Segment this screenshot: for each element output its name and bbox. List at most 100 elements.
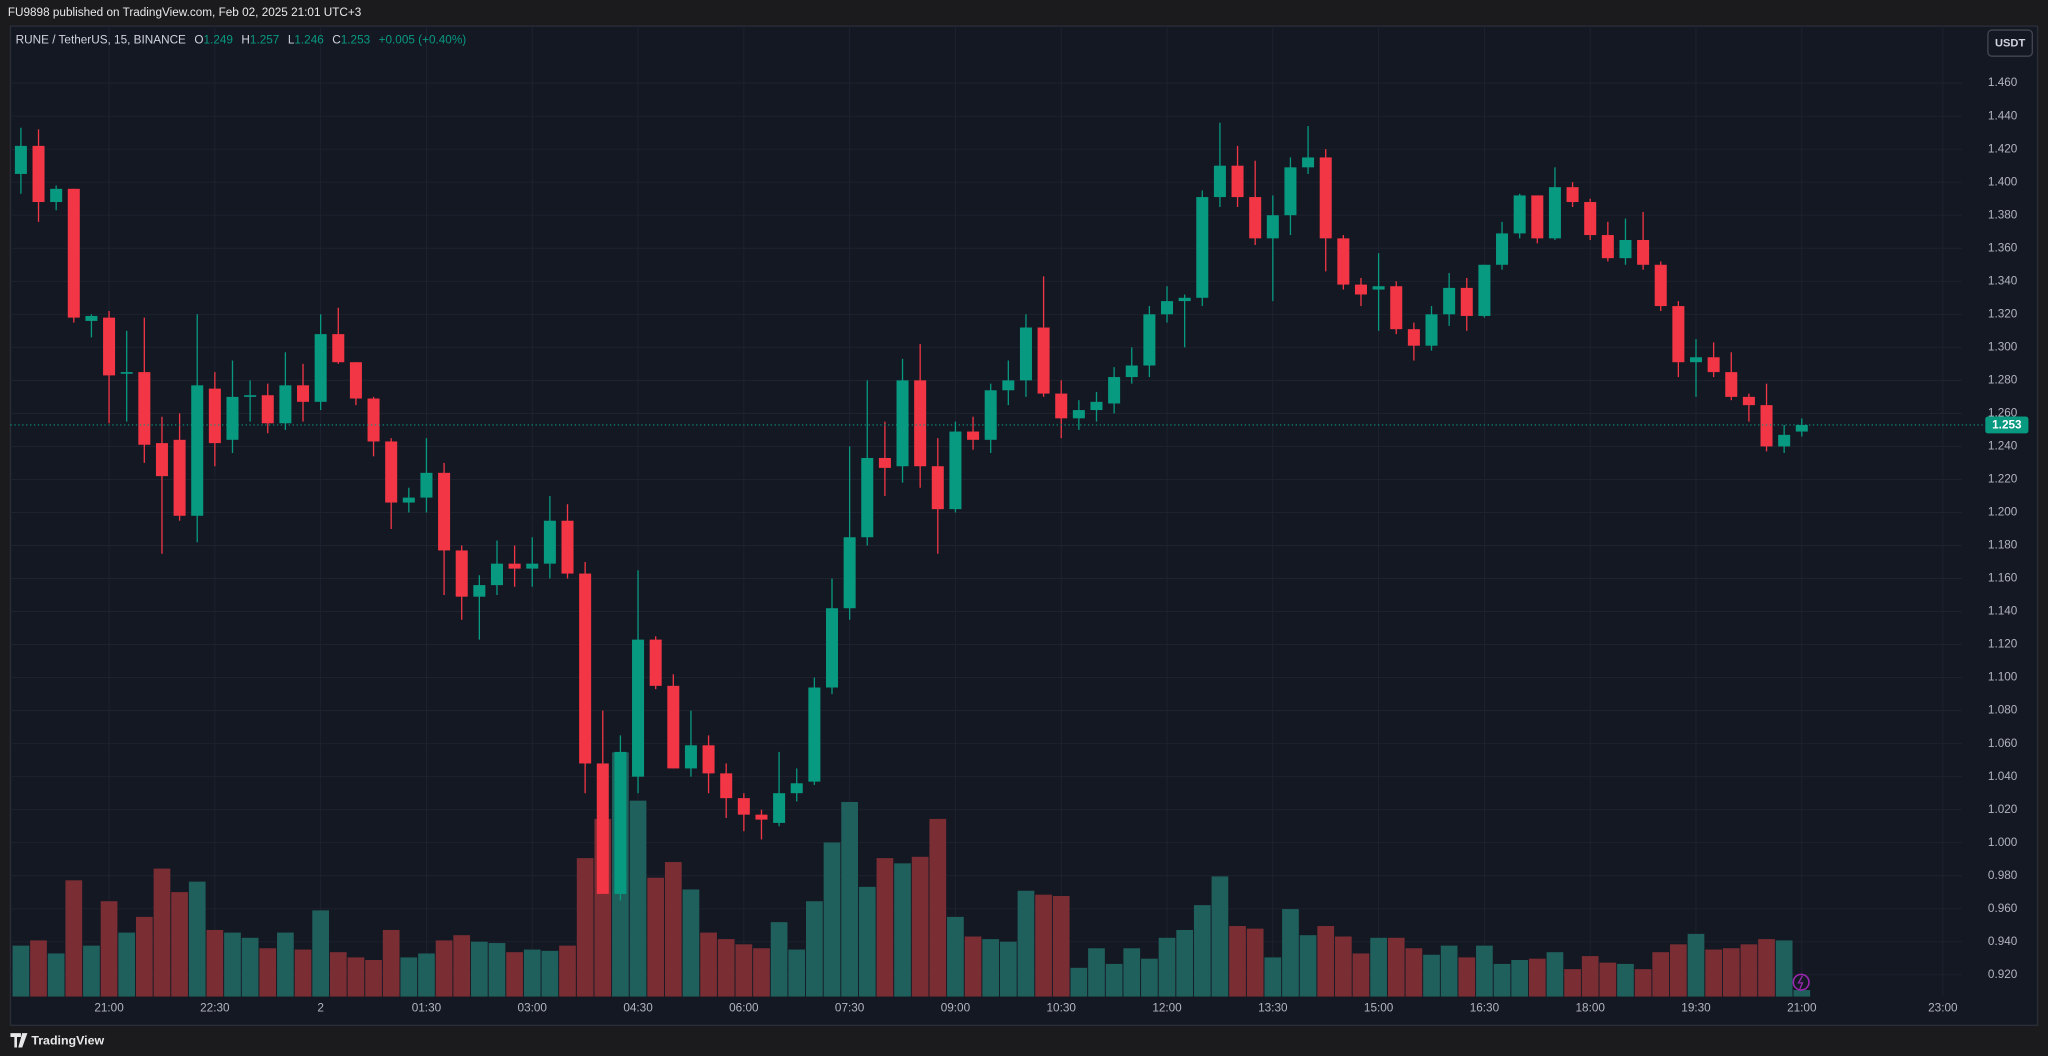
candle-body: [226, 396, 239, 440]
candle-body: [1196, 197, 1209, 298]
candle-body: [490, 563, 503, 586]
candle-body: [1531, 195, 1544, 239]
currency-button[interactable]: USDT: [1987, 29, 2033, 57]
candle-body: [173, 439, 186, 516]
last-price-label: 1.253: [1992, 419, 2022, 432]
volume-bar: [382, 929, 400, 997]
legend-symbol: RUNE / TetherUS, 15, BINANCE: [16, 34, 186, 47]
candle-body: [843, 537, 856, 609]
legend-close-label: C: [332, 34, 341, 47]
volume-bar: [12, 945, 30, 997]
candle-body: [14, 145, 27, 174]
volume-bar: [1670, 944, 1687, 997]
y-tick-label: 0.960: [1988, 902, 2018, 915]
volume-bar: [682, 889, 700, 997]
legend-close: 1.253: [341, 34, 371, 47]
volume-bar: [1141, 958, 1158, 997]
candle-body: [1601, 235, 1614, 259]
volume-bar: [1511, 960, 1529, 997]
volume-bar: [700, 932, 717, 997]
candle-body: [1443, 287, 1456, 315]
volume-bar: [30, 940, 47, 997]
candle-body: [632, 639, 645, 777]
candle-body: [737, 798, 750, 815]
volume-bar: [1599, 962, 1617, 997]
volume-bar: [1176, 929, 1194, 997]
volume-bar: [277, 932, 294, 997]
x-tick-label: 01:30: [412, 1001, 442, 1014]
candle-body: [914, 380, 927, 467]
candle-body: [438, 472, 451, 551]
volume-bar: [1528, 958, 1546, 997]
x-tick-label: 09:00: [941, 1001, 971, 1014]
x-tick-label: 06:00: [729, 1001, 759, 1014]
axes: 0.920 0.940 0.960 0.980 1.000 1.020 1.040 1.060…: [10, 76, 2029, 1014]
currency-button-frame[interactable]: [1987, 29, 2033, 57]
candle-body: [208, 388, 221, 444]
candle-body: [1407, 329, 1420, 346]
candle-body: [1707, 357, 1720, 373]
candle-body: [191, 385, 204, 516]
volume-bar: [1705, 949, 1722, 997]
y-tick-label: 1.020: [1988, 803, 2018, 816]
candle-body: [1072, 410, 1085, 419]
volume-bar: [1476, 945, 1493, 997]
volume-bar: [312, 910, 330, 997]
y-tick-label: 0.920: [1988, 968, 2018, 981]
volume-bar: [1405, 948, 1423, 997]
volume-bar: [1229, 926, 1246, 997]
volume-bar: [1193, 905, 1211, 997]
candle-body: [878, 457, 891, 468]
candle-body: [1584, 202, 1597, 236]
candle-body: [896, 380, 909, 467]
candle-body: [1496, 233, 1509, 265]
candle-body: [755, 814, 768, 820]
volume-bar: [83, 945, 100, 997]
last-price-box: [1985, 416, 2029, 434]
y-tick-label: 1.440: [1988, 109, 2018, 122]
volume-bar: [770, 922, 788, 997]
volume-bar: [541, 950, 559, 997]
volume-bar: [65, 880, 83, 997]
volume-bar: [1458, 957, 1476, 997]
brand-logo: [10, 1033, 28, 1048]
volume-bar: [1317, 926, 1335, 997]
x-tick-label: 03:00: [518, 1001, 548, 1014]
volume-bar: [1334, 936, 1352, 997]
y-tick-label: 1.040: [1988, 770, 2018, 783]
volume-bar: [735, 944, 753, 997]
candle-body: [67, 188, 80, 318]
volume-bar: [1070, 967, 1088, 997]
volume-bar: [876, 858, 894, 997]
volume-bar: [1722, 948, 1740, 997]
candle-body: [420, 472, 433, 498]
y-tick-label: 0.940: [1988, 935, 2018, 948]
y-tick-label: 1.420: [1988, 142, 2018, 155]
x-tick-label: 19:30: [1681, 1001, 1711, 1014]
currency-label[interactable]: USDT: [1995, 38, 2025, 50]
legend-open-label: O: [194, 34, 203, 47]
candle-body: [614, 751, 627, 894]
y-tick-label: 1.460: [1988, 76, 2018, 89]
chart-pane: [9, 25, 2039, 1026]
candle-body: [385, 441, 398, 503]
candle-body: [367, 398, 380, 442]
y-tick-label: 1.380: [1988, 208, 2018, 221]
candle-body: [1672, 306, 1685, 363]
volume-bar: [435, 940, 453, 997]
candle-body: [1213, 165, 1226, 198]
volume-bar: [1052, 896, 1070, 997]
y-tick-label: 1.080: [1988, 704, 2018, 717]
candle-body: [1266, 215, 1279, 239]
candle-body: [931, 466, 944, 510]
volume-bar: [453, 935, 471, 997]
volume-bar: [1687, 933, 1705, 997]
volume-bar: [1581, 956, 1599, 997]
candle-body: [1143, 314, 1156, 366]
alert-icon[interactable]: [1792, 973, 1810, 991]
y-tick-label: 1.180: [1988, 539, 2018, 552]
volume-bar: [806, 901, 823, 997]
y-tick-label: 1.320: [1988, 307, 2018, 320]
y-tick-label: 1.120: [1988, 638, 2018, 651]
legend-low: 1.246: [294, 34, 324, 47]
